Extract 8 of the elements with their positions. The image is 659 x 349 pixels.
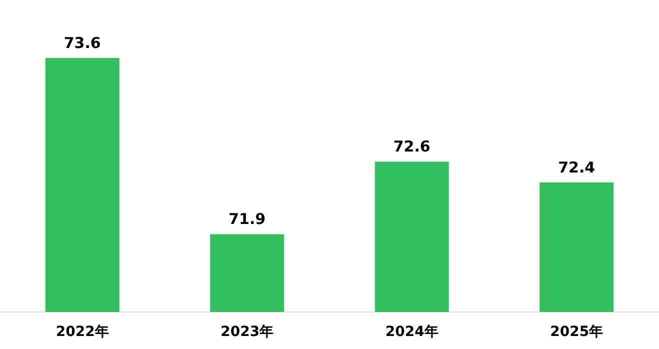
data-label: 72.4 bbox=[558, 158, 596, 176]
data-label: 72.6 bbox=[393, 138, 430, 156]
x-tick-label: 2024年 bbox=[385, 324, 438, 340]
x-tick-label: 2023年 bbox=[220, 324, 274, 340]
data-label: 73.6 bbox=[64, 34, 101, 52]
x-tick-label: 2022年 bbox=[56, 324, 109, 340]
x-tick-label: 2025年 bbox=[550, 324, 604, 340]
data-label: 71.9 bbox=[228, 210, 266, 228]
